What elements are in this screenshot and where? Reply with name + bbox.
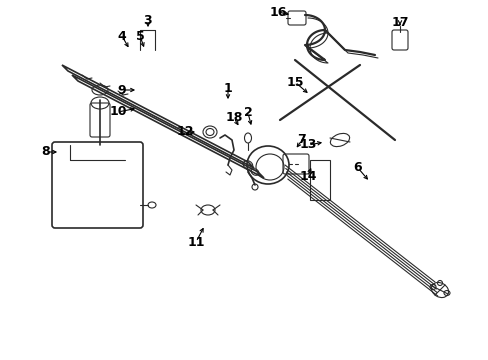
Text: 15: 15 <box>285 76 303 89</box>
Text: 16: 16 <box>269 5 286 18</box>
Text: 1: 1 <box>223 81 232 94</box>
Text: 13: 13 <box>299 139 316 152</box>
Text: 3: 3 <box>143 13 152 27</box>
Text: 17: 17 <box>390 15 408 28</box>
Text: 7: 7 <box>297 134 306 147</box>
Text: 2: 2 <box>243 107 252 120</box>
Text: 8: 8 <box>41 145 50 158</box>
Text: 10: 10 <box>109 105 126 118</box>
Text: 9: 9 <box>118 84 126 96</box>
Text: 14: 14 <box>299 171 316 184</box>
Text: 11: 11 <box>187 235 204 248</box>
Text: 4: 4 <box>118 30 126 42</box>
Text: 5: 5 <box>135 30 144 42</box>
Text: 18: 18 <box>225 112 242 125</box>
Text: 6: 6 <box>353 162 362 175</box>
Text: 12: 12 <box>176 126 193 139</box>
